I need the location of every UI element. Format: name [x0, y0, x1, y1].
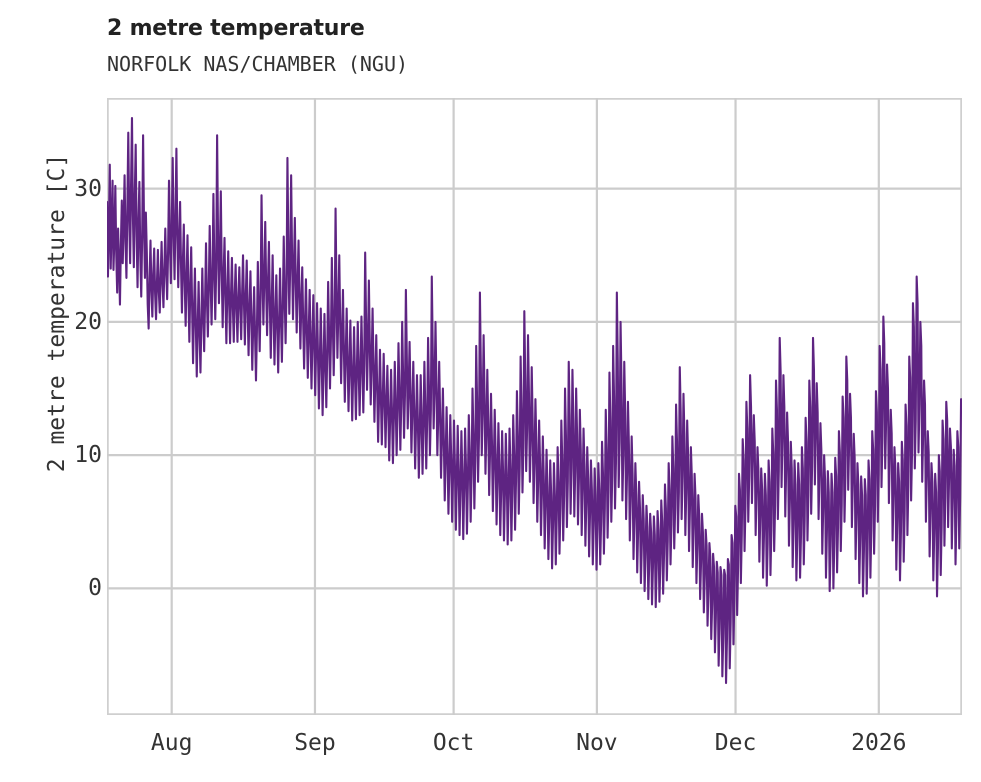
x-tick-label: Nov	[576, 730, 618, 756]
x-tick-label: 2026	[851, 730, 907, 756]
y-tick-label: 30	[74, 175, 102, 202]
x-tick-label: Oct	[432, 730, 475, 756]
chart-subtitle: NORFOLK NAS/CHAMBER (NGU)	[107, 52, 409, 76]
temperature-line-chart	[107, 98, 962, 715]
x-tick-label: Dec	[714, 730, 757, 756]
x-tick-label: Sep	[294, 730, 336, 756]
y-tick-label: 20	[74, 308, 102, 335]
page-title: 2 metre temperature	[107, 16, 365, 41]
plot-area	[107, 98, 962, 715]
y-tick-label: 10	[74, 442, 102, 469]
temperature-series-line	[107, 116, 962, 685]
y-tick-labels: 0 10 20 30	[20, 0, 102, 782]
x-tick-label: Aug	[150, 730, 193, 756]
y-tick-label: 0	[88, 575, 102, 602]
